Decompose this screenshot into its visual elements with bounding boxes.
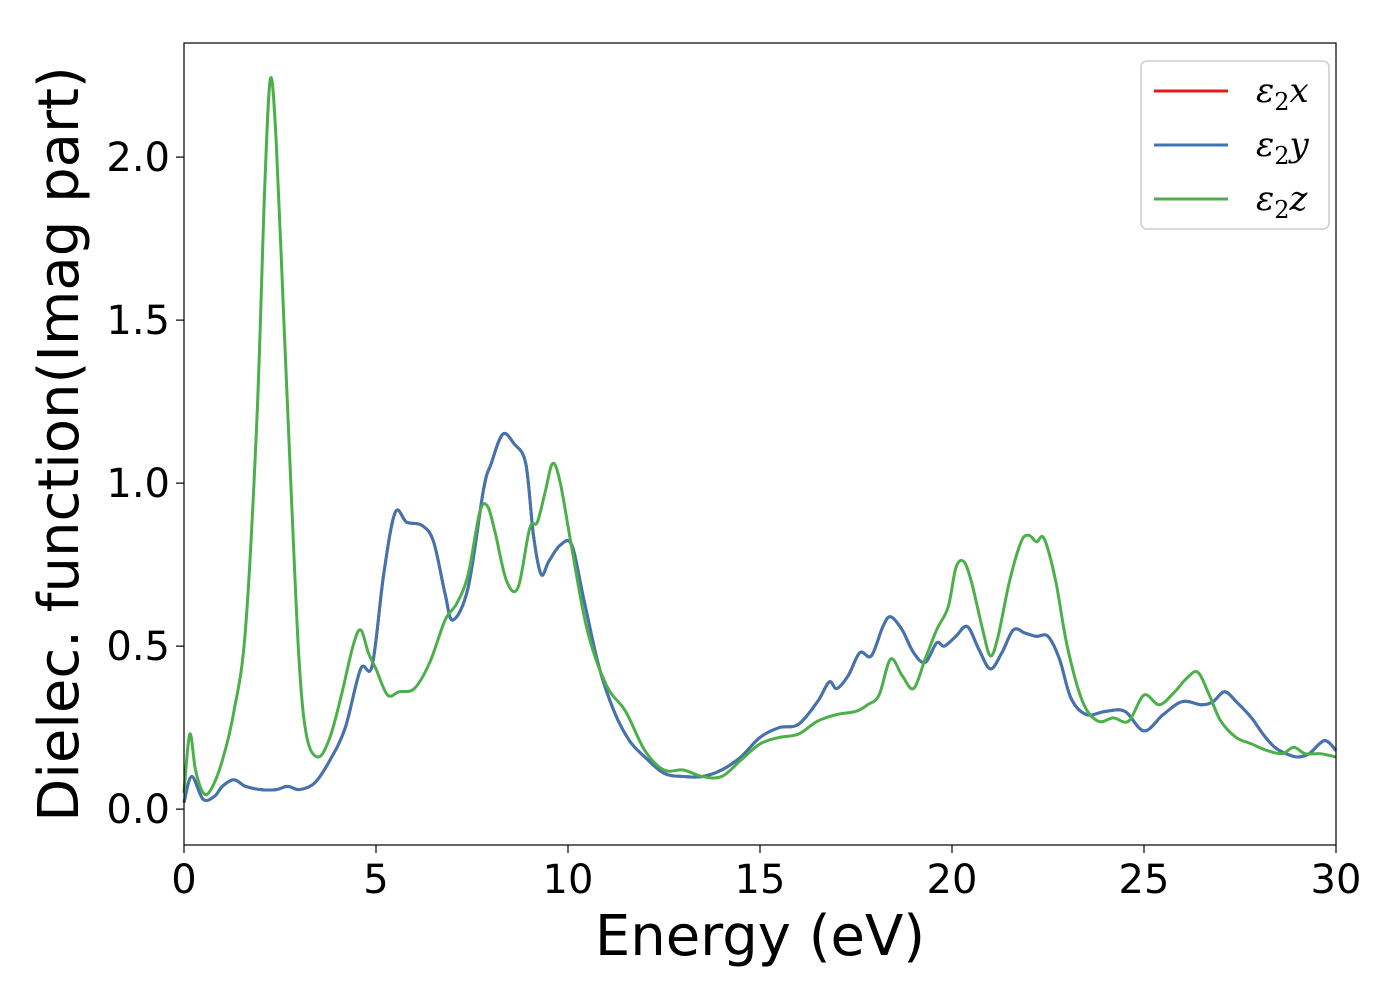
legend-label-z: ε2z (1256, 179, 1309, 224)
y-tick-label: 0.0 (106, 787, 170, 833)
y-tick-label: 1.0 (106, 461, 170, 507)
legend-box (1140, 60, 1330, 230)
legend: ε2x ε2y ε2z (1140, 60, 1330, 230)
x-tick-label: 25 (1119, 857, 1170, 903)
series-line-z (182, 76, 1337, 797)
legend-label-y: ε2y (1256, 125, 1310, 170)
y-axis-title: Dielec. function(Imag part) (27, 66, 92, 822)
y-tick-label: 2.0 (106, 135, 170, 181)
x-tick-label: 10 (543, 857, 594, 903)
x-axis-title: Energy (eV) (595, 904, 925, 969)
x-axis-ticks: 0 5 10 15 20 25 30 (171, 845, 1361, 903)
y-tick-label: 1.5 (106, 298, 170, 344)
x-tick-label: 5 (363, 857, 388, 903)
x-tick-label: 30 (1311, 857, 1362, 903)
legend-label-x: ε2x (1256, 71, 1309, 116)
series-line-y (182, 432, 1338, 804)
x-tick-label: 20 (927, 857, 978, 903)
x-tick-label: 15 (735, 857, 786, 903)
x-tick-label: 0 (171, 857, 196, 903)
y-axis-ticks: 0.0 0.5 1.0 1.5 2.0 (106, 135, 184, 833)
y-tick-label: 0.5 (106, 624, 170, 670)
series-layer (182, 76, 1338, 804)
